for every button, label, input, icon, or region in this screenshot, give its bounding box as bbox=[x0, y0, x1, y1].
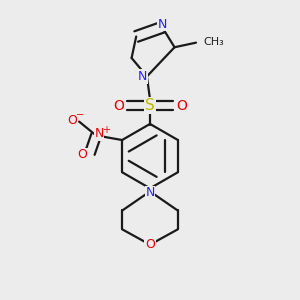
Text: N: N bbox=[145, 186, 155, 200]
Text: O: O bbox=[145, 238, 155, 251]
Text: N: N bbox=[138, 70, 147, 83]
Text: O: O bbox=[113, 98, 124, 112]
Text: O: O bbox=[176, 98, 187, 112]
Text: O: O bbox=[68, 114, 77, 127]
Text: −: − bbox=[76, 110, 84, 120]
Text: CH₃: CH₃ bbox=[204, 37, 224, 47]
Text: +: + bbox=[102, 125, 110, 135]
Text: N: N bbox=[158, 18, 167, 31]
Text: S: S bbox=[145, 98, 155, 113]
Text: N: N bbox=[94, 128, 104, 140]
Text: O: O bbox=[77, 148, 87, 161]
